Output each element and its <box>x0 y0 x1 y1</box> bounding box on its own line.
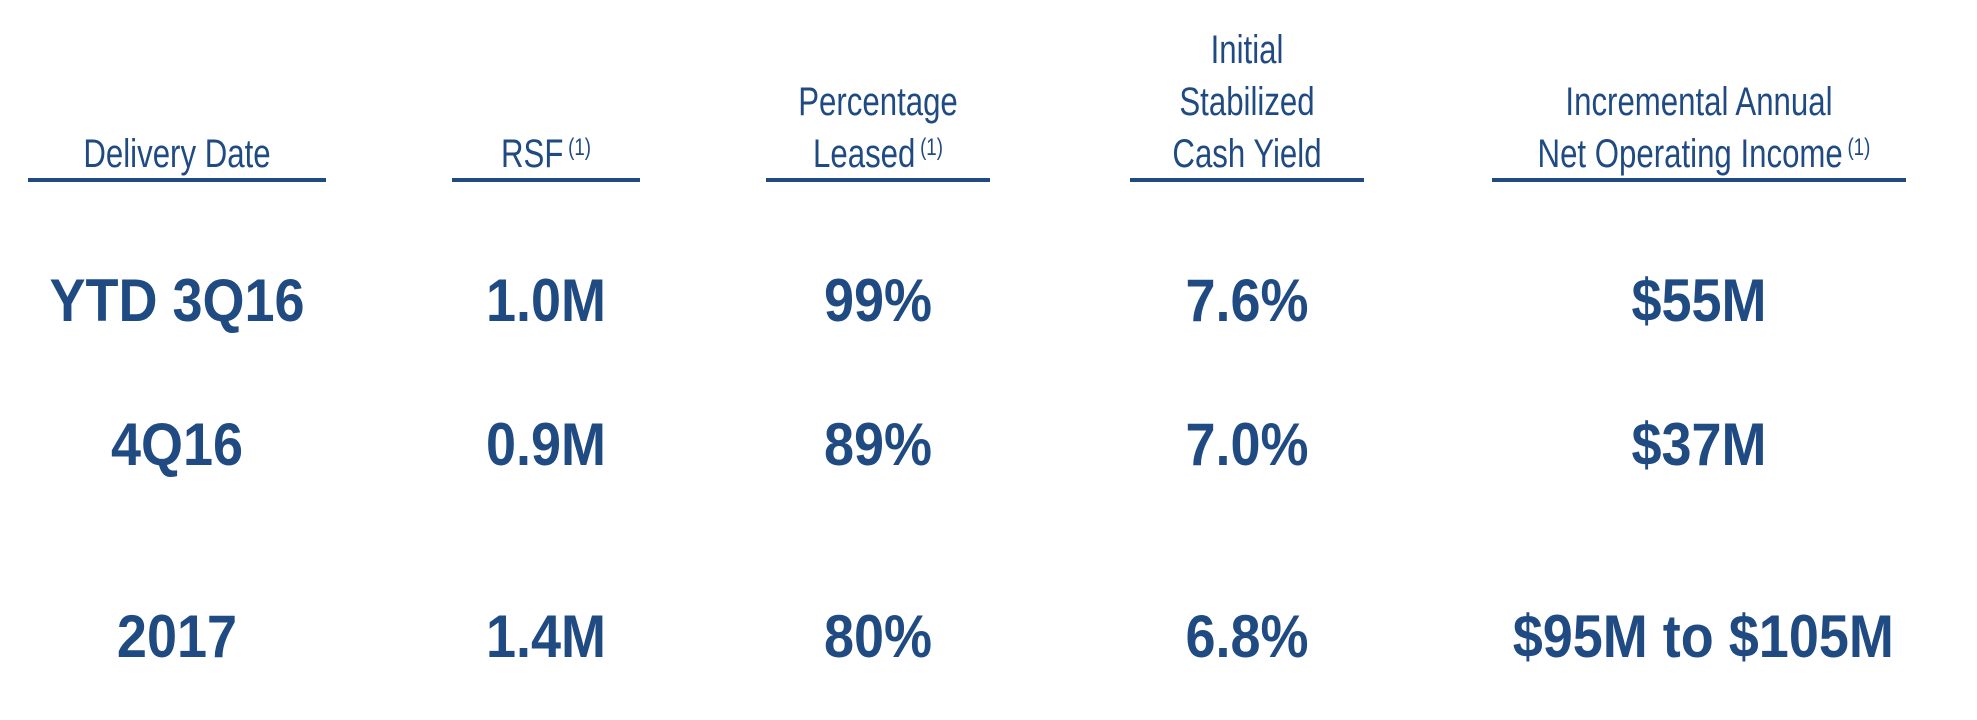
cell-delivery-date-row-3: 2017 <box>116 603 238 670</box>
header-rsf-text: RSF <box>501 132 564 176</box>
cell-incremental-noi-row-3: $95M to $105M <box>1512 603 1894 670</box>
header-incremental-noi: Incremental Annual Net Operating Income(… <box>1537 76 1871 180</box>
header-percentage-leased-line-1: Percentage <box>798 80 958 124</box>
header-rule-cash-yield <box>1130 178 1364 182</box>
cell-delivery-date-row-1: YTD 3Q16 <box>49 267 305 334</box>
column-delivery-date: Delivery Date YTD 3Q16 4Q16 2017 <box>28 0 326 720</box>
header-rsf-line-1: RSF (1) <box>473 128 620 180</box>
header-incremental-noi-line-2: Net Operating Income (1) <box>1537 128 1871 180</box>
header-rule-incremental-noi <box>1492 178 1906 182</box>
column-incremental-noi: Incremental Annual Net Operating Income(… <box>1492 0 1906 720</box>
header-rule-percentage-leased <box>766 178 990 182</box>
header-rule-delivery-date <box>28 178 326 182</box>
cell-rsf-row-2: 0.9M <box>485 411 607 478</box>
header-delivery-date-line-1: Delivery Date <box>83 132 271 176</box>
column-percentage-leased: Percentage Leased (1) 99% 89% 80% <box>766 0 990 720</box>
cell-incremental-noi-row-2: $37M <box>1631 411 1767 478</box>
cell-cash-yield-row-2: 7.0% <box>1185 411 1309 478</box>
cell-delivery-date-row-2: 4Q16 <box>110 411 244 478</box>
cell-percentage-leased-row-3: 80% <box>823 603 933 670</box>
column-rsf: RSF (1) 1.0M 0.9M 1.4M <box>452 0 640 720</box>
header-cash-yield-line-3: Cash Yield <box>1172 132 1322 176</box>
header-incremental-noi-footnote: (1) <box>1847 134 1871 161</box>
cell-percentage-leased-row-1: 99% <box>823 267 933 334</box>
header-percentage-leased: Percentage Leased (1) <box>791 76 966 180</box>
cell-rsf-row-1: 1.0M <box>485 267 607 334</box>
cell-cash-yield-row-3: 6.8% <box>1185 603 1309 670</box>
cell-cash-yield-row-1: 7.6% <box>1185 267 1309 334</box>
header-cash-yield-line-1: Initial <box>1210 28 1284 72</box>
header-percentage-leased-line-2: Leased (1) <box>791 128 966 180</box>
header-rsf: RSF (1) <box>473 128 620 180</box>
header-incremental-noi-line-1: Incremental Annual <box>1565 80 1833 124</box>
header-rule-rsf <box>452 178 640 182</box>
cell-percentage-leased-row-2: 89% <box>823 411 933 478</box>
cell-rsf-row-3: 1.4M <box>485 603 607 670</box>
header-percentage-leased-footnote: (1) <box>920 134 943 161</box>
header-cash-yield: Initial Stabilized Cash Yield <box>1156 24 1339 180</box>
header-rsf-footnote: (1) <box>568 134 591 161</box>
header-percentage-leased-text: Leased <box>813 132 916 176</box>
cell-incremental-noi-row-1: $55M <box>1631 267 1767 334</box>
header-delivery-date: Delivery Date <box>61 128 293 180</box>
header-incremental-noi-text: Net Operating Income <box>1537 132 1843 176</box>
column-cash-yield: Initial Stabilized Cash Yield 7.6% 7.0% … <box>1130 0 1364 720</box>
header-cash-yield-line-2: Stabilized <box>1179 80 1315 124</box>
